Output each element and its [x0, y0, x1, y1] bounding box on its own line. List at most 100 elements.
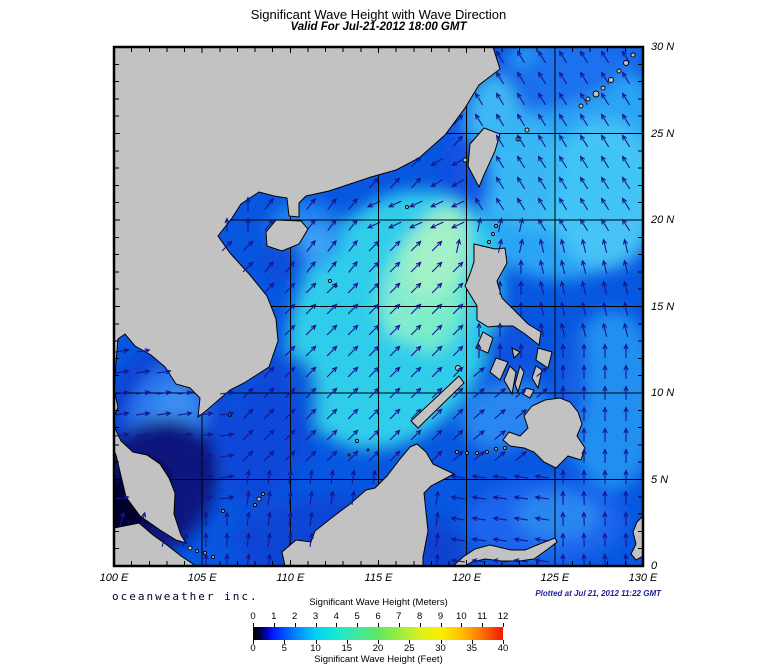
wave-arrow [430, 158, 444, 166]
wave-arrow [602, 532, 608, 548]
wave-arrow [450, 495, 465, 501]
islet-dot [347, 453, 351, 457]
colorbar-feet-tick [253, 640, 254, 644]
wave-arrow [242, 408, 254, 420]
wave-arrow [602, 469, 608, 485]
wave-arrow [471, 558, 486, 564]
wave-arrow [140, 511, 147, 526]
wave-arrow [518, 280, 524, 296]
wave-arrow [284, 303, 296, 315]
wave-arrow [327, 239, 337, 252]
wave-arrow [266, 469, 272, 484]
wave-arrow [558, 176, 567, 190]
wave-arrow [600, 197, 609, 211]
colorbar-meters-tick [294, 623, 296, 627]
wave-arrow [537, 113, 546, 127]
wave-arrow [305, 345, 317, 357]
wave-arrow [581, 385, 587, 401]
wave-arrow [368, 450, 380, 462]
wave-arrow [284, 429, 296, 441]
wave-arrow [498, 217, 503, 232]
wave-arrow [430, 179, 444, 187]
islet-dot [487, 240, 491, 244]
wave-arrow [245, 196, 251, 212]
wave-arrow [305, 282, 317, 294]
wave-arrow [452, 366, 464, 378]
colorbar-meters-value-5: 5 [354, 611, 360, 622]
lat-label-10n: 10 N [651, 387, 675, 399]
colorbar-feet-tick [409, 640, 411, 644]
islet-dot [465, 451, 469, 455]
wave-arrow [136, 369, 151, 375]
wave-arrow [623, 490, 629, 506]
wave-arrow [326, 282, 338, 294]
colorbar-meters-tick [419, 623, 421, 627]
wave-arrow [389, 429, 401, 441]
wave-arrow [602, 280, 608, 295]
islet-dot [630, 52, 636, 58]
wave-arrow [182, 511, 189, 526]
colorbar-meters-value-3: 3 [312, 611, 319, 622]
wave-arrow [450, 558, 465, 564]
wave-arrow [623, 532, 629, 548]
wave-arrow [182, 532, 189, 547]
colorbar-feet-value-30: 30 [435, 643, 446, 654]
wave-arrow [473, 366, 485, 377]
wave-arrow [560, 469, 566, 485]
wave-direction-arrows [115, 50, 630, 566]
wave-arrow [623, 427, 629, 443]
wave-arrow [623, 238, 629, 253]
wave-arrow [579, 218, 588, 232]
wave-arrow [347, 324, 359, 336]
wave-arrow [581, 364, 587, 380]
wave-arrow [242, 450, 254, 462]
colorbar-meters-value-8: 8 [417, 611, 423, 622]
wave-arrow [348, 197, 358, 210]
wave-arrow [492, 495, 507, 501]
colorbar-meters-value-9: 9 [437, 611, 444, 622]
colorbar-feet-value-10: 10 [310, 643, 321, 654]
lon-label-125e: 125 E [540, 572, 570, 584]
wave-arrow [602, 427, 608, 443]
colorbar-feet-tick [440, 640, 442, 644]
wave-arrow [579, 92, 588, 106]
wave-arrow [474, 92, 483, 106]
wave-arrow [431, 303, 443, 315]
wave-arrow [581, 406, 587, 422]
land-mindanao [502, 397, 586, 469]
wave-arrow [452, 345, 464, 357]
wave-arrow [539, 301, 545, 316]
wave-arrow [471, 474, 486, 480]
wave-arrow [456, 238, 461, 253]
wave-arrow [623, 322, 629, 337]
colorbar-feet-value-35: 35 [466, 643, 478, 654]
wave-arrow [560, 385, 566, 401]
wave-arrow [329, 469, 335, 484]
wave-arrow [431, 366, 443, 378]
wave-arrow [266, 490, 272, 505]
wave-arrow [389, 408, 401, 420]
wave-arrow [161, 532, 168, 547]
land-panay [489, 357, 509, 381]
wave-arrow [368, 366, 380, 378]
colorbar-gradient [253, 627, 503, 640]
wave-arrow [621, 134, 630, 148]
islet-dot [494, 224, 498, 228]
wave-arrow [410, 387, 422, 399]
wave-arrow [602, 490, 608, 506]
wave-arrow [266, 511, 272, 526]
wave-arrow [602, 343, 608, 359]
wave-arrow [560, 301, 566, 316]
islet-dot [475, 451, 479, 455]
land-sulawesi [452, 537, 558, 566]
wave-arrow [495, 71, 504, 85]
wave-arrow [602, 406, 608, 422]
wave-arrow [408, 221, 423, 229]
wave-arrow [368, 240, 380, 252]
wave-arrow [560, 490, 566, 506]
wave-field-blob [221, 353, 319, 507]
wave-arrow [495, 176, 504, 190]
colorbar-meters-value-4: 4 [333, 611, 339, 622]
land-sumatra [114, 522, 196, 566]
